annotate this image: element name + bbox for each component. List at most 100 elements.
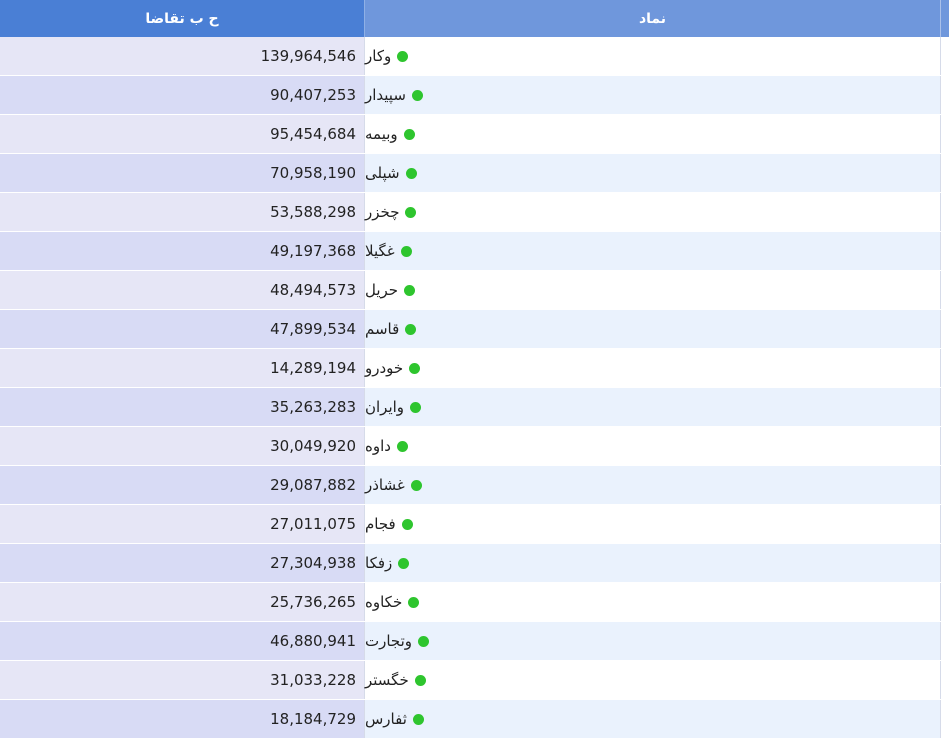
symbol-cell[interactable]: زفکا (365, 544, 940, 582)
table-row[interactable]: 46,880,941 وتجارت (0, 622, 949, 661)
symbol-container: حریل (365, 281, 416, 299)
symbol-container: داوه (365, 437, 408, 455)
symbol-container: زفکا (365, 554, 410, 572)
row-edge (940, 271, 949, 309)
symbol-label[interactable]: غگیلا (365, 242, 395, 260)
symbol-label[interactable]: حریل (365, 281, 399, 299)
symbol-cell[interactable]: ثفارس (365, 700, 940, 738)
demand-volume-cell: 90,407,253 (0, 76, 365, 114)
symbol-cell[interactable]: شپلی (365, 154, 940, 192)
symbol-label[interactable]: وبیمه (365, 125, 398, 143)
symbol-label[interactable]: وکار (365, 47, 392, 65)
symbol-container: چخزر (365, 203, 417, 221)
symbol-container: غگیلا (365, 242, 412, 260)
symbol-cell[interactable]: حریل (365, 271, 940, 309)
symbol-cell[interactable]: خودرو (365, 349, 940, 387)
demand-volume-cell: 46,880,941 (0, 622, 365, 660)
table-row[interactable]: 29,087,882 غشاذر (0, 466, 949, 505)
table-row[interactable]: 14,289,194 خودرو (0, 349, 949, 388)
green-dot-icon (408, 596, 420, 608)
row-edge (940, 193, 949, 231)
green-dot-icon (414, 674, 426, 686)
demand-volume-cell: 14,289,194 (0, 349, 365, 387)
symbol-cell[interactable]: خگستر (365, 661, 940, 699)
green-dot-icon (396, 440, 408, 452)
table-row[interactable]: 53,588,298 چخزر (0, 193, 949, 232)
row-edge (940, 349, 949, 387)
table-row[interactable]: 27,011,075 فجام (0, 505, 949, 544)
row-edge (940, 76, 949, 114)
demand-volume-cell: 27,011,075 (0, 505, 365, 543)
symbol-label[interactable]: وتجارت (365, 632, 413, 650)
symbol-cell[interactable]: قاسم (365, 310, 940, 348)
symbol-cell[interactable]: وتجارت (365, 622, 940, 660)
row-edge (940, 388, 949, 426)
column-header-demand-volume[interactable]: ح ب تقاضا (0, 0, 365, 37)
table-row[interactable]: 90,407,253 سپیدار (0, 76, 949, 115)
symbol-label[interactable]: زفکا (365, 554, 393, 572)
symbol-label[interactable]: غشاذر (365, 476, 405, 494)
symbol-label[interactable]: فجام (365, 515, 396, 533)
demand-volume-cell: 48,494,573 (0, 271, 365, 309)
table-row[interactable]: 95,454,684 وبیمه (0, 115, 949, 154)
table-row[interactable]: 30,049,920 داوه (0, 427, 949, 466)
green-dot-icon (412, 713, 424, 725)
symbol-cell[interactable]: خکاوه (365, 583, 940, 621)
table-row[interactable]: 27,304,938 زفکا (0, 544, 949, 583)
table-row[interactable]: 35,263,283 وایران (0, 388, 949, 427)
symbol-container: خکاوه (365, 593, 420, 611)
table-row[interactable]: 49,197,368 غگیلا (0, 232, 949, 271)
symbol-label[interactable]: خگستر (365, 671, 409, 689)
table-row[interactable]: 139,964,546 وکار (0, 37, 949, 76)
column-header-symbol[interactable]: نماد (365, 0, 940, 37)
symbol-container: وایران (365, 398, 422, 416)
row-edge (940, 622, 949, 660)
symbol-container: ثفارس (365, 710, 424, 728)
symbol-cell[interactable]: غشاذر (365, 466, 940, 504)
symbol-label[interactable]: خودرو (365, 359, 404, 377)
symbol-label[interactable]: قاسم (365, 320, 400, 338)
demand-volume-cell: 31,033,228 (0, 661, 365, 699)
green-dot-icon (404, 284, 416, 296)
symbol-container: شپلی (365, 164, 417, 182)
table-row[interactable]: 31,033,228 خگستر (0, 661, 949, 700)
table-row[interactable]: 70,958,190 شپلی (0, 154, 949, 193)
symbol-container: وکار (365, 47, 409, 65)
header-edge (940, 0, 949, 37)
row-edge (940, 544, 949, 582)
green-dot-icon (409, 362, 421, 374)
green-dot-icon (400, 245, 412, 257)
green-dot-icon (405, 167, 417, 179)
symbol-cell[interactable]: وایران (365, 388, 940, 426)
symbol-label[interactable]: داوه (365, 437, 391, 455)
demand-volume-cell: 30,049,920 (0, 427, 365, 465)
table-row[interactable]: 48,494,573 حریل (0, 271, 949, 310)
row-edge (940, 661, 949, 699)
row-edge (940, 466, 949, 504)
symbol-cell[interactable]: وبیمه (365, 115, 940, 153)
symbol-container: وتجارت (365, 632, 430, 650)
symbol-container: خودرو (365, 359, 421, 377)
demand-volume-cell: 35,263,283 (0, 388, 365, 426)
symbol-cell[interactable]: داوه (365, 427, 940, 465)
demand-volume-cell: 18,184,729 (0, 700, 365, 738)
symbol-container: قاسم (365, 320, 417, 338)
symbol-label[interactable]: وایران (365, 398, 405, 416)
symbol-cell[interactable]: وکار (365, 37, 940, 75)
symbol-label[interactable]: ثفارس (365, 710, 407, 728)
symbol-cell[interactable]: غگیلا (365, 232, 940, 270)
table-row[interactable]: 25,736,265 خکاوه (0, 583, 949, 622)
symbol-label[interactable]: سپیدار (365, 86, 406, 104)
symbol-label[interactable]: خکاوه (365, 593, 403, 611)
green-dot-icon (405, 206, 417, 218)
row-edge (940, 154, 949, 192)
symbol-label[interactable]: شپلی (365, 164, 400, 182)
row-edge (940, 310, 949, 348)
table-row[interactable]: 47,899,534 قاسم (0, 310, 949, 349)
symbol-cell[interactable]: چخزر (365, 193, 940, 231)
symbol-cell[interactable]: سپیدار (365, 76, 940, 114)
table-row[interactable]: 18,184,729 ثفارس (0, 700, 949, 739)
symbol-cell[interactable]: فجام (365, 505, 940, 543)
symbol-label[interactable]: چخزر (365, 203, 400, 221)
symbol-container: وبیمه (365, 125, 415, 143)
